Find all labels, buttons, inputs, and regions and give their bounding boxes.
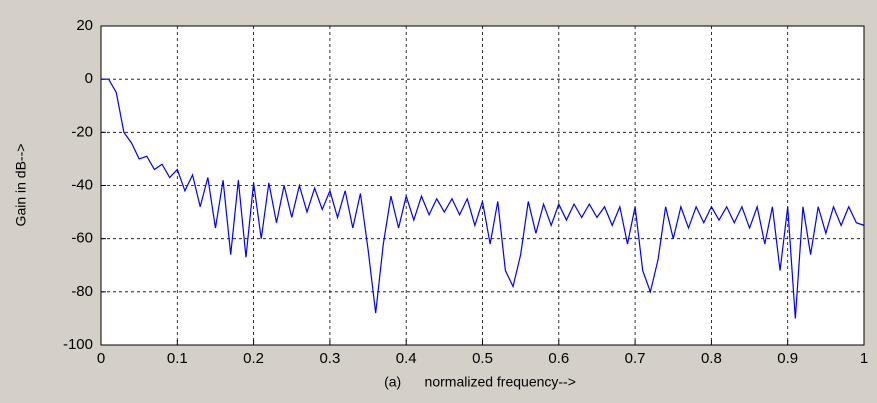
x-tick-label: 0.4 [396,350,417,367]
y-tick-label: -20 [71,123,93,140]
x-tick-label: 0.1 [167,350,188,367]
x-tick-label: 0.8 [701,350,722,367]
x-tick-label: 0.7 [625,350,646,367]
plot-frame [100,25,865,346]
x-tick-label: 1 [860,350,868,367]
x-tick-label: 0 [97,350,105,367]
x-axis-label: (a) normalized frequency--> [384,374,576,390]
y-tick-label: -100 [63,336,93,353]
x-tick-label: 0.3 [319,350,340,367]
y-tick-label: -40 [71,176,93,193]
x-tick-label: 0.9 [777,350,798,367]
x-tick-label: 0.6 [548,350,569,367]
y-tick-label: 0 [85,70,93,87]
x-tick-label: 0.2 [243,350,264,367]
line-series [101,78,865,319]
y-tick-label: -60 [71,230,93,247]
y-tick-label: 20 [76,17,93,34]
y-axis-label: Gain in dB--> [13,144,29,227]
x-tick-label: 0.5 [472,350,493,367]
y-tick-label: -80 [71,283,93,300]
